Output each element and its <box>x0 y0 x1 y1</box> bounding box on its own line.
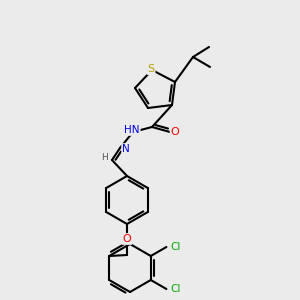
Text: HN: HN <box>124 125 140 135</box>
Text: H: H <box>102 152 108 161</box>
Text: O: O <box>123 234 131 244</box>
Text: Cl: Cl <box>170 242 181 252</box>
Text: O: O <box>171 127 179 137</box>
Text: N: N <box>122 144 130 154</box>
Text: S: S <box>147 64 155 74</box>
Text: Cl: Cl <box>170 284 181 294</box>
